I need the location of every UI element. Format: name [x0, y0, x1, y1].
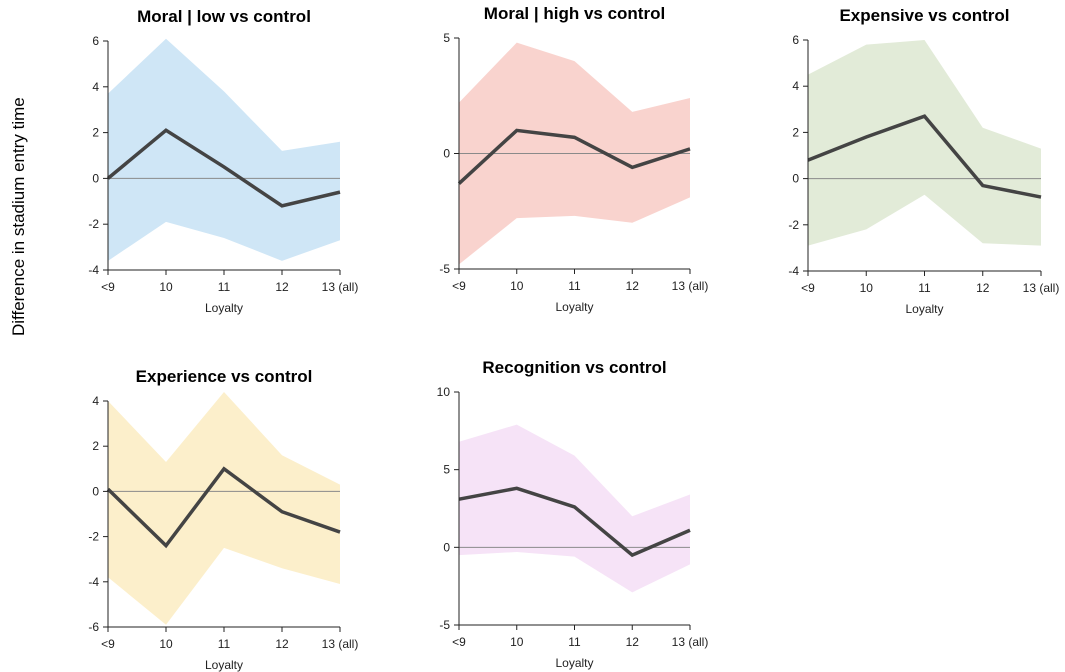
estimate-line: [106, 466, 341, 549]
confidence-band: [108, 391, 340, 625]
panel-title: Experience vs control: [136, 367, 313, 386]
x-tick-label: 13 (all): [672, 279, 709, 293]
panel-title: Recognition vs control: [482, 358, 666, 377]
x-tick-label: 12: [626, 635, 640, 649]
y-tick-label: 2: [92, 126, 99, 140]
y-tick-label: 2: [792, 125, 799, 139]
x-tick-label: 10: [159, 280, 173, 294]
y-tick-label: -2: [788, 218, 799, 232]
x-tick-label: 10: [510, 635, 524, 649]
panel-4: -6 -4 -2 0 2 4 <9 10 11 12 13 (all) Loyalty Experien…: [88, 367, 358, 672]
x-tick-label: 10: [510, 279, 524, 293]
panel-title: Expensive vs control: [839, 6, 1009, 25]
x-axis-label: Loyalty: [205, 658, 243, 672]
panel-1: -4 -2 0 2 4 6 <9 10 11 12 13 (all) Loyalty Moral | l…: [88, 7, 358, 315]
x-tick-label: <9: [801, 281, 815, 295]
y-tick-label: 6: [792, 33, 799, 47]
y-tick-label: 4: [792, 79, 799, 93]
x-tick-label: <9: [452, 279, 466, 293]
estimate-line: [106, 128, 341, 208]
y-tick-label: 6: [92, 34, 99, 48]
x-tick-label: 11: [568, 635, 581, 649]
x-tick-label: 12: [626, 279, 640, 293]
x-tick-label: 11: [218, 280, 231, 294]
y-tick-label: 0: [92, 484, 99, 498]
y-tick-label: 10: [437, 385, 451, 399]
x-axis-label: Loyalty: [555, 656, 593, 670]
y-tick-label: 5: [443, 31, 450, 45]
y-tick-label: 5: [443, 463, 450, 477]
x-tick-label: 13 (all): [672, 635, 709, 649]
x-tick-label: <9: [101, 637, 115, 651]
x-tick-label: 10: [159, 637, 173, 651]
x-tick-label: 12: [275, 637, 289, 651]
y-tick-label: -6: [88, 620, 99, 634]
x-tick-label: 13 (all): [322, 637, 359, 651]
x-tick-label: 11: [918, 281, 931, 295]
x-axis-label: Loyalty: [205, 301, 243, 315]
confidence-band: [808, 40, 1041, 246]
panel-3: -4 -2 0 2 4 6 <9 10 11 12 13 (all) Loyalty Expensive…: [788, 6, 1059, 316]
estimate-line: [807, 114, 1042, 199]
panel-2: -5 0 5 <9 10 11 12 13 (all) Loyalty Moral | high …: [439, 4, 708, 314]
x-tick-label: <9: [101, 280, 115, 294]
y-tick-label: 0: [792, 172, 799, 186]
x-tick-label: 13 (all): [322, 280, 359, 294]
y-tick-label: 4: [92, 394, 99, 408]
x-tick-label: 11: [218, 637, 231, 651]
x-axis-label: Loyalty: [555, 300, 593, 314]
x-tick-label: 12: [275, 280, 289, 294]
x-tick-label: 10: [860, 281, 874, 295]
y-tick-label: 4: [92, 80, 99, 94]
y-tick-label: -4: [88, 575, 99, 589]
y-tick-label: 2: [92, 439, 99, 453]
y-tick-label: -5: [439, 618, 450, 632]
y-tick-label: 0: [443, 147, 450, 161]
x-tick-label: 12: [976, 281, 990, 295]
y-tick-label: -2: [88, 217, 99, 231]
y-tick-label: 0: [92, 171, 99, 185]
y-tick-label: -2: [88, 530, 99, 544]
x-tick-label: 11: [568, 279, 581, 293]
y-tick-label: -4: [788, 264, 799, 278]
y-tick-label: 0: [443, 540, 450, 554]
estimate-line: [458, 486, 691, 558]
x-tick-label: <9: [452, 635, 466, 649]
x-axis-label: Loyalty: [905, 302, 943, 316]
panel-5: -5 0 5 10 <9 10 11 12 13 (all) Loyalty Recognition…: [437, 358, 709, 670]
y-tick-label: -4: [88, 263, 99, 277]
panel-title: Moral | high vs control: [484, 4, 665, 23]
estimate-line: [457, 128, 691, 185]
x-tick-label: 13 (all): [1023, 281, 1060, 295]
panel-title: Moral | low vs control: [137, 7, 311, 26]
y-tick-label: -5: [439, 262, 450, 276]
